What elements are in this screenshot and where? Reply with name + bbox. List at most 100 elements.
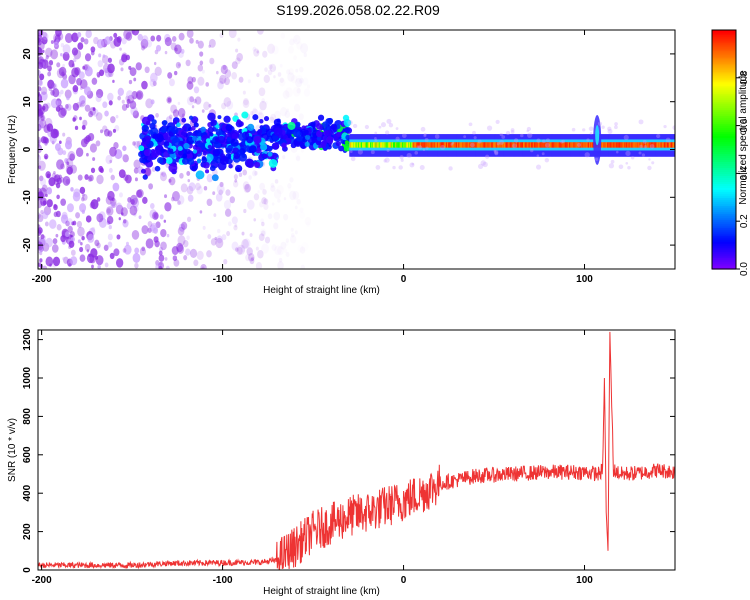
noise-dot: [48, 177, 56, 187]
noise-dot: [178, 107, 186, 118]
cluster-dot: [241, 153, 246, 158]
noise-dot: [54, 143, 61, 152]
haze-dot: [642, 139, 647, 144]
noise-dot: [158, 265, 163, 269]
noise-dot: [125, 103, 130, 109]
y-tick-label: 10: [22, 96, 33, 108]
noise-dot: [185, 248, 191, 256]
noise-dot: [284, 110, 291, 119]
noise-dot: [220, 64, 228, 75]
haze-dot: [536, 138, 541, 143]
noise-dot: [150, 99, 155, 105]
noise-dot: [270, 113, 277, 122]
noise-dot: [293, 86, 301, 96]
y-tick-label: 0: [22, 146, 33, 152]
cluster-dot: [227, 144, 233, 151]
noise-dot: [208, 44, 211, 48]
noise-dot: [38, 37, 41, 44]
noise-dot: [97, 60, 104, 68]
noise-dot: [277, 185, 284, 194]
noise-dot: [115, 258, 124, 268]
noise-dot: [206, 198, 213, 207]
noise-dot: [38, 40, 45, 51]
colorbar-step: [712, 99, 736, 103]
noise-dot: [141, 80, 148, 90]
noise-dot: [38, 56, 44, 65]
haze-dot: [641, 153, 645, 157]
cluster-dot: [226, 136, 232, 142]
haze-dot: [480, 160, 486, 166]
cluster-dot: [272, 143, 280, 150]
colorbar-step: [712, 147, 736, 151]
haze-dot: [638, 151, 642, 155]
noise-dot: [223, 258, 228, 265]
noise-dot: [299, 67, 303, 73]
colorbar-step: [712, 143, 736, 147]
colorbar-step: [712, 237, 736, 240]
noise-dot: [274, 111, 281, 120]
haze-dot: [526, 126, 531, 132]
noise-dot: [283, 197, 287, 201]
noise-dot: [197, 40, 204, 49]
cluster-dot: [234, 164, 243, 173]
noise-dot: [285, 87, 293, 97]
haze-dot: [386, 149, 390, 153]
noise-dot: [60, 52, 63, 57]
noise-dot: [134, 177, 138, 182]
noise-dot: [141, 35, 149, 44]
noise-dot: [40, 234, 45, 240]
noise-dot: [62, 44, 71, 55]
haze-dot: [586, 138, 590, 142]
noise-dot: [112, 128, 117, 133]
haze-dot: [501, 135, 506, 139]
noise-dot: [247, 199, 255, 210]
colorbar-ticks: 0.0 0.2 0.4 0.6 0.8: [736, 70, 750, 276]
noise-dot: [257, 250, 264, 259]
noise-dot: [50, 40, 54, 44]
noise-dot: [225, 189, 231, 196]
noise-dot: [151, 166, 156, 172]
noise-dot: [83, 64, 88, 71]
haze-dot: [520, 133, 524, 138]
noise-dot: [277, 246, 284, 256]
noise-dot: [39, 73, 45, 81]
noise-dot: [140, 38, 149, 49]
haze-dot: [399, 155, 404, 160]
haze-dot: [400, 158, 404, 162]
noise-dot: [53, 178, 59, 186]
cluster-dot: [304, 141, 310, 147]
noise-dot: [147, 220, 153, 228]
haze-dot: [545, 142, 550, 148]
noise-dot: [306, 222, 310, 228]
cluster-dot: [304, 134, 311, 140]
noise-dot: [39, 258, 43, 263]
cluster-dot: [206, 153, 214, 161]
noise-dot: [270, 185, 276, 192]
haze-dot: [594, 157, 599, 162]
cluster-dot: [205, 138, 211, 143]
noise-dot: [125, 95, 130, 101]
noise-dot: [55, 233, 59, 238]
cluster-dot: [338, 145, 345, 152]
haze-dot: [374, 137, 377, 140]
noise-dot: [107, 92, 114, 102]
cluster-dot: [209, 132, 214, 137]
noise-dot: [269, 116, 275, 124]
snr-y-label: SNR (10 * v/v): [7, 418, 18, 482]
noise-dot: [288, 187, 291, 191]
noise-dot: [113, 248, 120, 257]
haze-dot: [560, 140, 564, 144]
noise-dot: [264, 67, 268, 72]
noise-dot: [75, 212, 81, 219]
noise-dot: [155, 44, 162, 52]
haze-dot: [526, 129, 529, 133]
cluster-dot: [315, 123, 323, 130]
cluster-dot: [138, 145, 145, 152]
noise-dot: [122, 248, 127, 253]
colorbar-step: [712, 59, 736, 63]
noise-dot: [80, 86, 83, 90]
colorbar-step: [712, 191, 736, 194]
colorbar-step: [712, 49, 736, 53]
noise-dot: [289, 38, 294, 45]
noise-dot: [243, 97, 249, 106]
